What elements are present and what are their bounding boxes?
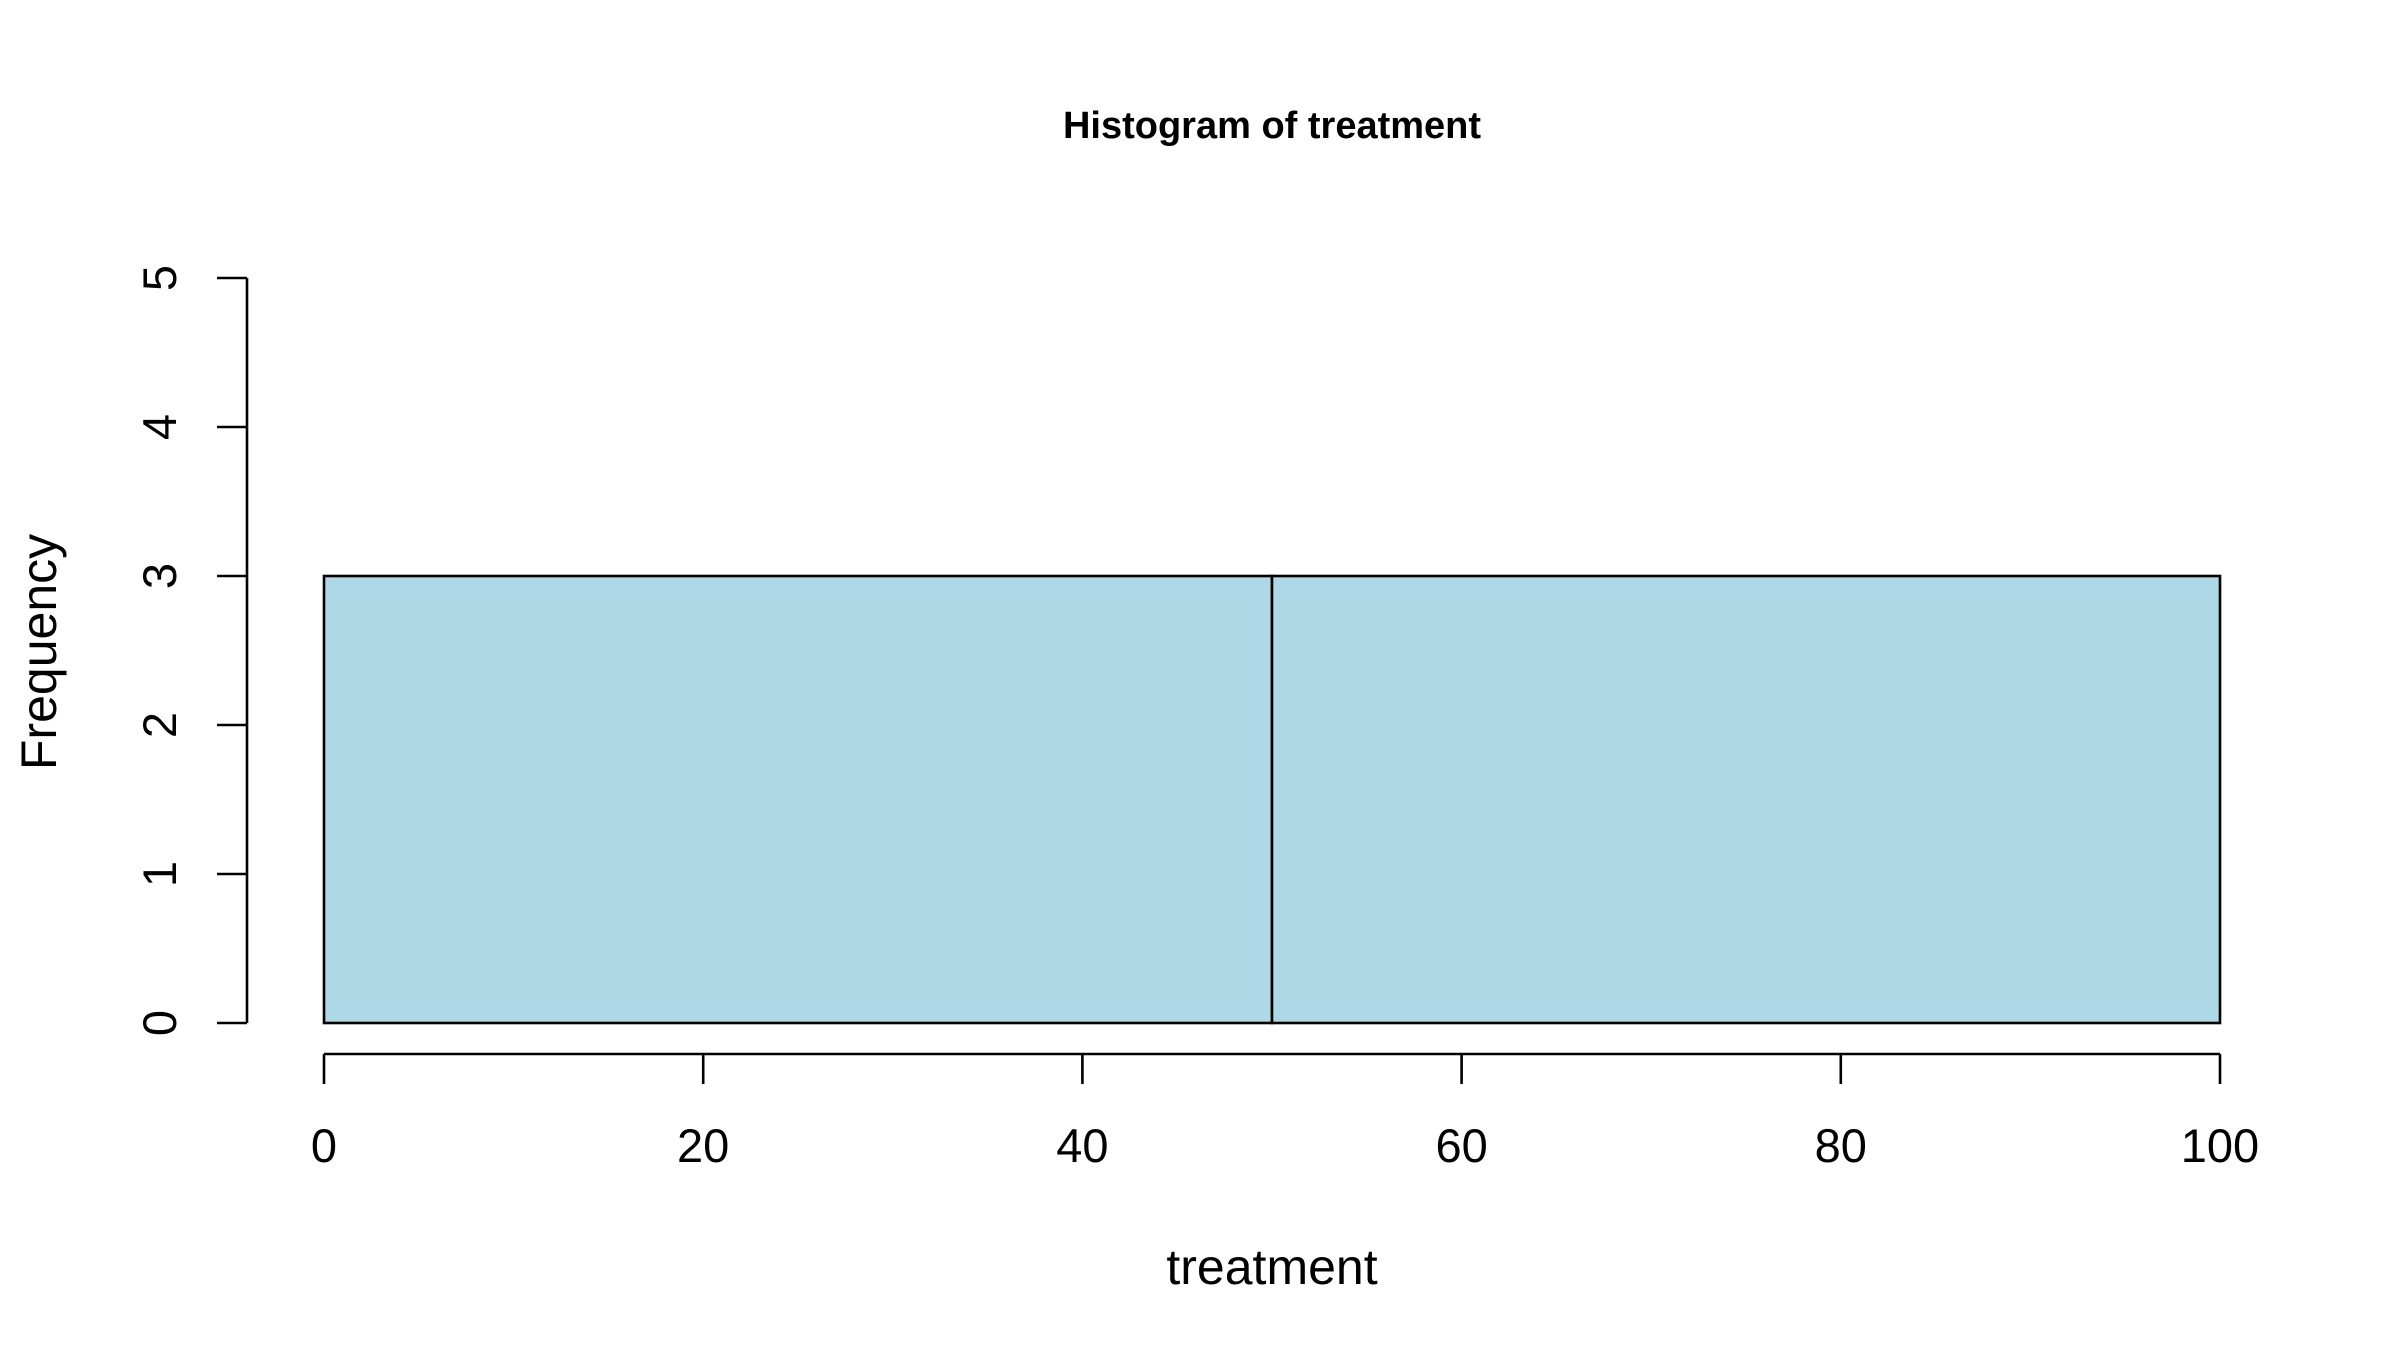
x-tick-label-80: 80 — [1815, 1119, 1867, 1172]
x-tick-label-20: 20 — [677, 1119, 729, 1172]
chart-title: Histogram of treatment — [1063, 105, 1481, 147]
y-tick-label-1: 1 — [133, 861, 186, 887]
y-tick-label-2: 2 — [133, 712, 186, 738]
x-axis: 0 20 40 60 80 100 — [311, 1052, 2259, 1172]
x-tick-label-0: 0 — [311, 1119, 337, 1172]
y-tick-label-0: 0 — [133, 1010, 186, 1036]
x-tick-label-100: 100 — [2181, 1119, 2259, 1172]
y-axis-label: Frequency — [11, 534, 67, 770]
x-tick-label-40: 40 — [1056, 1119, 1108, 1172]
y-axis: 0 1 2 3 4 5 — [133, 265, 249, 1036]
y-tick-label-5: 5 — [133, 265, 186, 291]
y-tick-label-4: 4 — [133, 414, 186, 440]
histogram-bar-1 — [1270, 574, 2222, 1025]
histogram-bar-0 — [322, 574, 1274, 1025]
y-tick-label-3: 3 — [133, 563, 186, 589]
x-axis-label: treatment — [1166, 1239, 1377, 1295]
x-tick-label-60: 60 — [1435, 1119, 1487, 1172]
bars-group — [322, 574, 2222, 1025]
